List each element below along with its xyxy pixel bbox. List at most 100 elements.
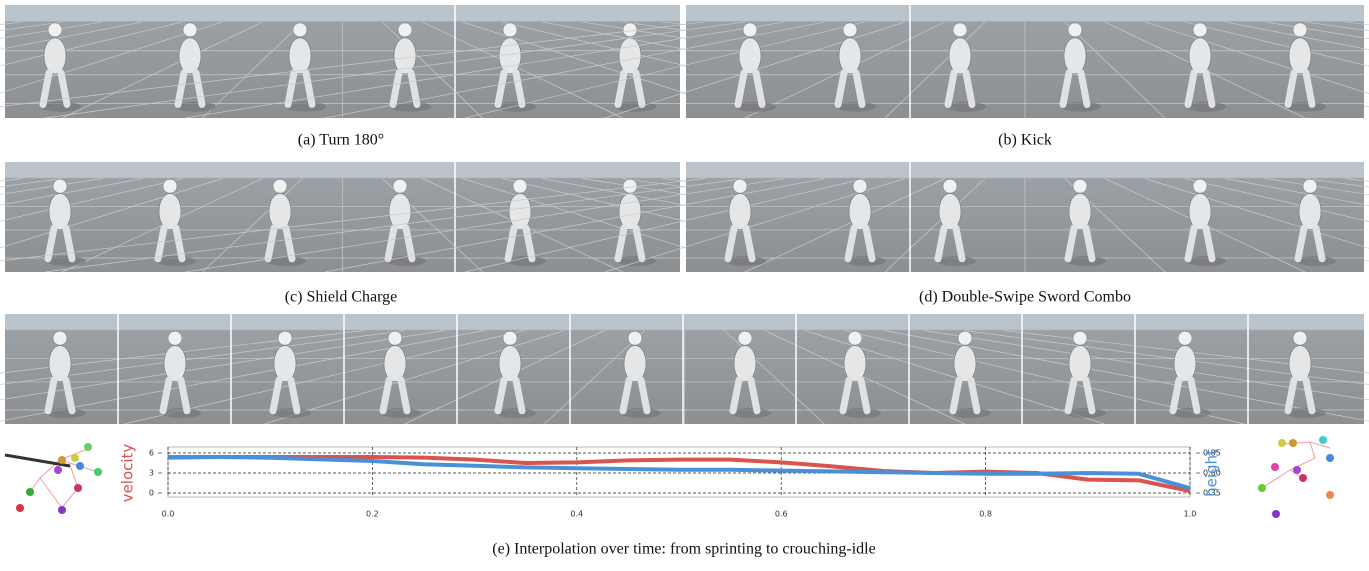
character-head (628, 331, 642, 345)
character-body (49, 194, 71, 230)
character-body (1189, 38, 1211, 74)
character-body (844, 346, 866, 382)
character-head (953, 23, 967, 37)
character-shadow (286, 102, 326, 112)
character-head (503, 23, 517, 37)
character-shadow (386, 256, 426, 266)
character-body (1299, 194, 1321, 230)
character-shadow (1186, 256, 1226, 266)
pose-left (5, 443, 102, 514)
character-shadow (1186, 102, 1226, 112)
character-head (943, 179, 957, 193)
series-line (168, 457, 1190, 488)
character-body (619, 38, 641, 74)
character-shadow (1061, 102, 1101, 112)
character-head (53, 331, 67, 345)
character-shadow (841, 408, 881, 418)
character-body (729, 194, 751, 230)
character-shadow (161, 408, 201, 418)
y-tick-label: 3 (149, 469, 154, 478)
caption: (a) Turn 180° (298, 132, 384, 149)
character-shadow (846, 256, 886, 266)
character-shadow (726, 256, 766, 266)
character-body (1189, 194, 1211, 230)
character-body (274, 346, 296, 382)
character-body (164, 346, 186, 382)
axis-series-label: velocity (119, 444, 137, 503)
caption: (b) Kick (998, 132, 1052, 149)
character-head (733, 179, 747, 193)
character-shadow (1171, 408, 1211, 418)
character-body (849, 194, 871, 230)
character-body (269, 194, 291, 230)
character-head (503, 331, 517, 345)
character-shadow (176, 102, 216, 112)
character-body (179, 38, 201, 74)
character-head (623, 179, 637, 193)
character-body (1289, 38, 1311, 74)
character-shadow (1286, 102, 1326, 112)
character-body (1289, 346, 1311, 382)
x-tick-label: 0.2 (366, 510, 379, 519)
character-shadow (951, 408, 991, 418)
character-head (278, 331, 292, 345)
x-tick-label: 0.0 (162, 510, 175, 519)
character-head (513, 179, 527, 193)
character-shadow (1066, 408, 1106, 418)
caption: (e) Interpolation over time: from sprint… (492, 541, 875, 558)
character-shadow (616, 256, 656, 266)
character-body (49, 346, 71, 382)
x-tick-label: 0.8 (979, 510, 992, 519)
character-shadow (496, 408, 536, 418)
character-body (839, 38, 861, 74)
character-head (843, 23, 857, 37)
character-shadow (1066, 256, 1106, 266)
character-body (44, 38, 66, 74)
character-body (1069, 194, 1091, 230)
character-body (1069, 346, 1091, 382)
character-shadow (46, 408, 86, 418)
character-shadow (731, 408, 771, 418)
character-body (954, 346, 976, 382)
character-body (734, 346, 756, 382)
character-body (389, 194, 411, 230)
character-head (743, 23, 757, 37)
character-head (1178, 331, 1192, 345)
character-head (623, 23, 637, 37)
character-shadow (381, 408, 421, 418)
character-head (1293, 23, 1307, 37)
character-shadow (736, 102, 776, 112)
character-shadow (41, 102, 81, 112)
character-head (48, 23, 62, 37)
x-tick-label: 0.6 (775, 510, 788, 519)
character-head (958, 331, 972, 345)
character-head (1293, 331, 1307, 345)
character-head (1073, 179, 1087, 193)
chart: 0.00.20.40.60.81.00360.350.600.85velocit… (119, 444, 1221, 519)
character-shadow (836, 102, 876, 112)
character-head (163, 179, 177, 193)
character-shadow (46, 256, 86, 266)
caption: (c) Shield Charge (285, 289, 398, 306)
character-head (853, 179, 867, 193)
character-shadow (936, 256, 976, 266)
character-body (619, 194, 641, 230)
character-head (1073, 331, 1087, 345)
character-shadow (946, 102, 986, 112)
character-shadow (1296, 256, 1336, 266)
character-shadow (621, 408, 661, 418)
character-body (624, 346, 646, 382)
character-body (384, 346, 406, 382)
character-head (393, 179, 407, 193)
character-head (53, 179, 67, 193)
character-head (1193, 23, 1207, 37)
figure: (a) Turn 180° (b) Kick (c) Shield Charge… (0, 0, 1369, 571)
x-tick-label: 0.4 (570, 510, 583, 519)
character-body (289, 38, 311, 74)
character-body (1174, 346, 1196, 382)
character-head (1068, 23, 1082, 37)
character-body (949, 38, 971, 74)
character-body (939, 194, 961, 230)
character-head (848, 331, 862, 345)
character-head (293, 23, 307, 37)
